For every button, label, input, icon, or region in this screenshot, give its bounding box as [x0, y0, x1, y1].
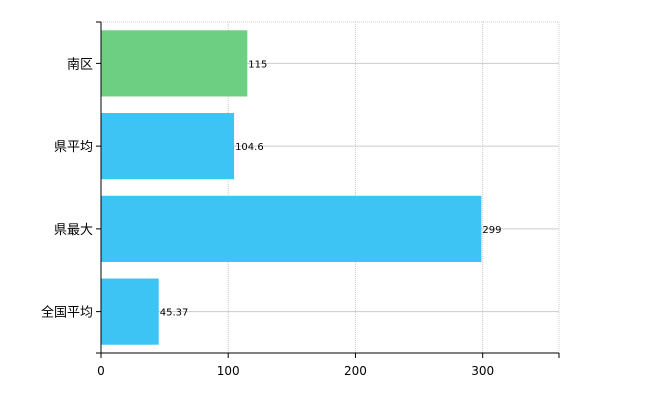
category-label-3: 全国平均: [41, 305, 93, 321]
data-label-1: 104.6: [235, 142, 264, 153]
x-tick-label-3: 300: [471, 364, 494, 378]
x-tick-label-0: 0: [97, 364, 105, 378]
category-label-2: 県最大: [54, 223, 93, 238]
category-label-1: 県平均: [54, 140, 93, 155]
bar-1: [101, 113, 235, 180]
bar-3: [101, 278, 159, 345]
x-tick-label-2: 200: [344, 364, 367, 378]
axes: [96, 21, 560, 358]
bar-0: [101, 30, 248, 97]
data-label-0: 115: [248, 59, 267, 70]
bar-2: [101, 195, 482, 262]
bars: [101, 30, 482, 345]
x-tick-label-1: 100: [217, 364, 240, 378]
data-label-3: 45.37: [160, 308, 189, 319]
category-label-0: 南区: [67, 56, 93, 72]
data-label-2: 299: [482, 225, 501, 236]
